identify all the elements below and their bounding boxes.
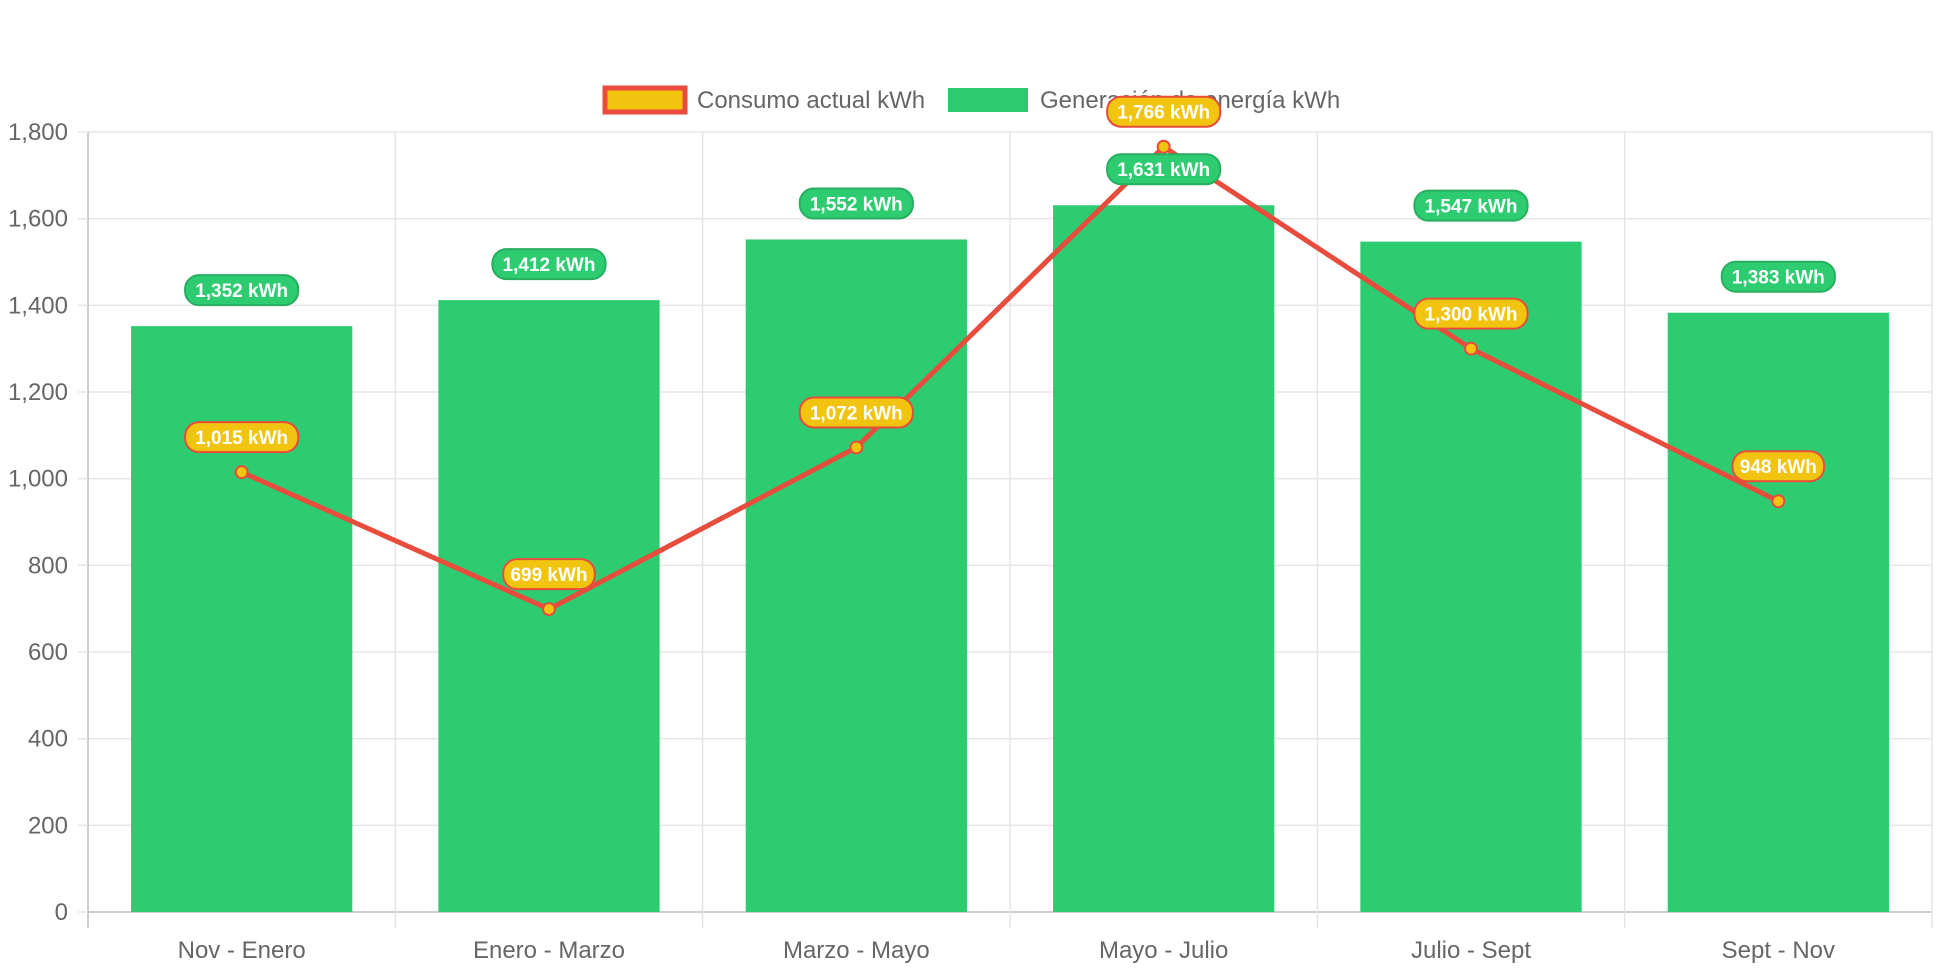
bar-value-label-text: 1,412 kWh — [503, 255, 596, 276]
line-path — [240, 144, 1780, 612]
line-value-label: 699 kWh — [502, 558, 596, 591]
bar-value-label: 1,631 kWh — [1106, 153, 1222, 186]
line-value-label-bg — [502, 558, 596, 591]
line-value-label-text: 1,072 kWh — [810, 403, 903, 424]
bar-value-label-bg — [1720, 260, 1836, 293]
line-value-label-bg — [1106, 95, 1222, 128]
line-point[interactable] — [1464, 341, 1478, 356]
grid — [87, 131, 1933, 928]
line-value-label-text: 1,015 kWh — [195, 428, 288, 449]
y-tick-label: 1,400 — [8, 292, 68, 319]
bar-value-label-bg — [1106, 153, 1222, 186]
y-tick-label: 600 — [28, 639, 68, 666]
legend-swatch-generacion — [948, 88, 1028, 112]
y-tick-label: 200 — [28, 812, 68, 839]
line-value-label: 948 kWh — [1731, 450, 1826, 483]
line-value-label: 1,766 kWh — [1106, 95, 1222, 128]
bar-value-label: 1,552 kWh — [798, 187, 914, 220]
line-value-label: 1,015 kWh — [184, 421, 300, 454]
bar-value-label-bg — [184, 274, 300, 307]
line-point[interactable] — [542, 602, 556, 617]
line-value-label-bg — [798, 396, 914, 429]
bar-value-label-text: 1,547 kWh — [1425, 197, 1518, 218]
x-tick-label: Mayo - Julio — [1099, 937, 1228, 964]
bar-value-label: 1,352 kWh — [184, 274, 300, 307]
bar-value-label-bg — [491, 248, 607, 281]
bar-value-label: 1,412 kWh — [491, 248, 607, 281]
bar-value-label: 1,547 kWh — [1413, 189, 1529, 222]
x-tick-label: Nov - Enero — [178, 937, 306, 964]
line-point[interactable] — [234, 465, 249, 480]
line-series — [234, 139, 1786, 617]
y-tick-label: 0 — [55, 899, 68, 926]
y-tick-label: 1,800 — [8, 119, 68, 146]
line-value-label: 1,072 kWh — [798, 396, 914, 429]
y-tick-label: 1,000 — [8, 466, 68, 493]
bar-value-label: 1,383 kWh — [1720, 260, 1836, 293]
bar-value-label-bg — [1413, 189, 1529, 222]
bar-value-label-bg — [798, 187, 914, 220]
bar[interactable] — [131, 326, 353, 913]
axes: 0 200 400 600 800 1,000 1,200 1,400 1,600 1,800 No… — [8, 119, 1835, 964]
x-tick-label: Julio - Sept — [1411, 937, 1531, 964]
line-value-label: 1,300 kWh — [1413, 297, 1529, 330]
line-value-label-bg — [1413, 297, 1529, 330]
line-value-label-text: 948 kWh — [1740, 457, 1817, 478]
line-value-label-bg — [184, 421, 300, 454]
legend-swatch-consumo — [602, 85, 688, 115]
bar[interactable] — [745, 239, 967, 912]
bar[interactable] — [1667, 312, 1889, 912]
y-tick-label: 800 — [28, 552, 68, 579]
x-tick-label: Enero - Marzo — [473, 937, 625, 964]
line-value-label-text: 1,300 kWh — [1425, 305, 1518, 326]
bar-value-label-text: 1,352 kWh — [195, 281, 288, 302]
data-labels: 1,352 kWh 1,412 kWh 1,552 kWh 1,631 kWh 1,54… — [184, 95, 1836, 591]
y-tick-label: 1,600 — [8, 206, 68, 233]
line-value-label-bg — [1731, 450, 1826, 483]
bar[interactable] — [1053, 205, 1275, 912]
legend-label-consumo: Consumo actual kWh — [697, 87, 925, 114]
legend-item-consumo[interactable]: Consumo actual kWh — [602, 85, 925, 115]
line-value-label-text: 1,766 kWh — [1117, 103, 1210, 124]
x-tick-label: Marzo - Mayo — [783, 937, 930, 964]
line-point[interactable] — [1156, 139, 1171, 154]
bar-value-label-text: 1,552 kWh — [810, 194, 903, 215]
y-tick-label: 1,200 — [8, 379, 68, 406]
bar-value-label-text: 1,383 kWh — [1732, 268, 1825, 289]
line-point[interactable] — [1771, 494, 1786, 509]
line-value-label-text: 699 kWh — [510, 565, 587, 586]
line-point[interactable] — [849, 440, 864, 455]
bar-value-label-text: 1,631 kWh — [1117, 160, 1210, 181]
x-tick-label: Sept - Nov — [1722, 937, 1835, 964]
y-tick-label: 400 — [28, 726, 68, 753]
bar-series — [131, 205, 1889, 913]
